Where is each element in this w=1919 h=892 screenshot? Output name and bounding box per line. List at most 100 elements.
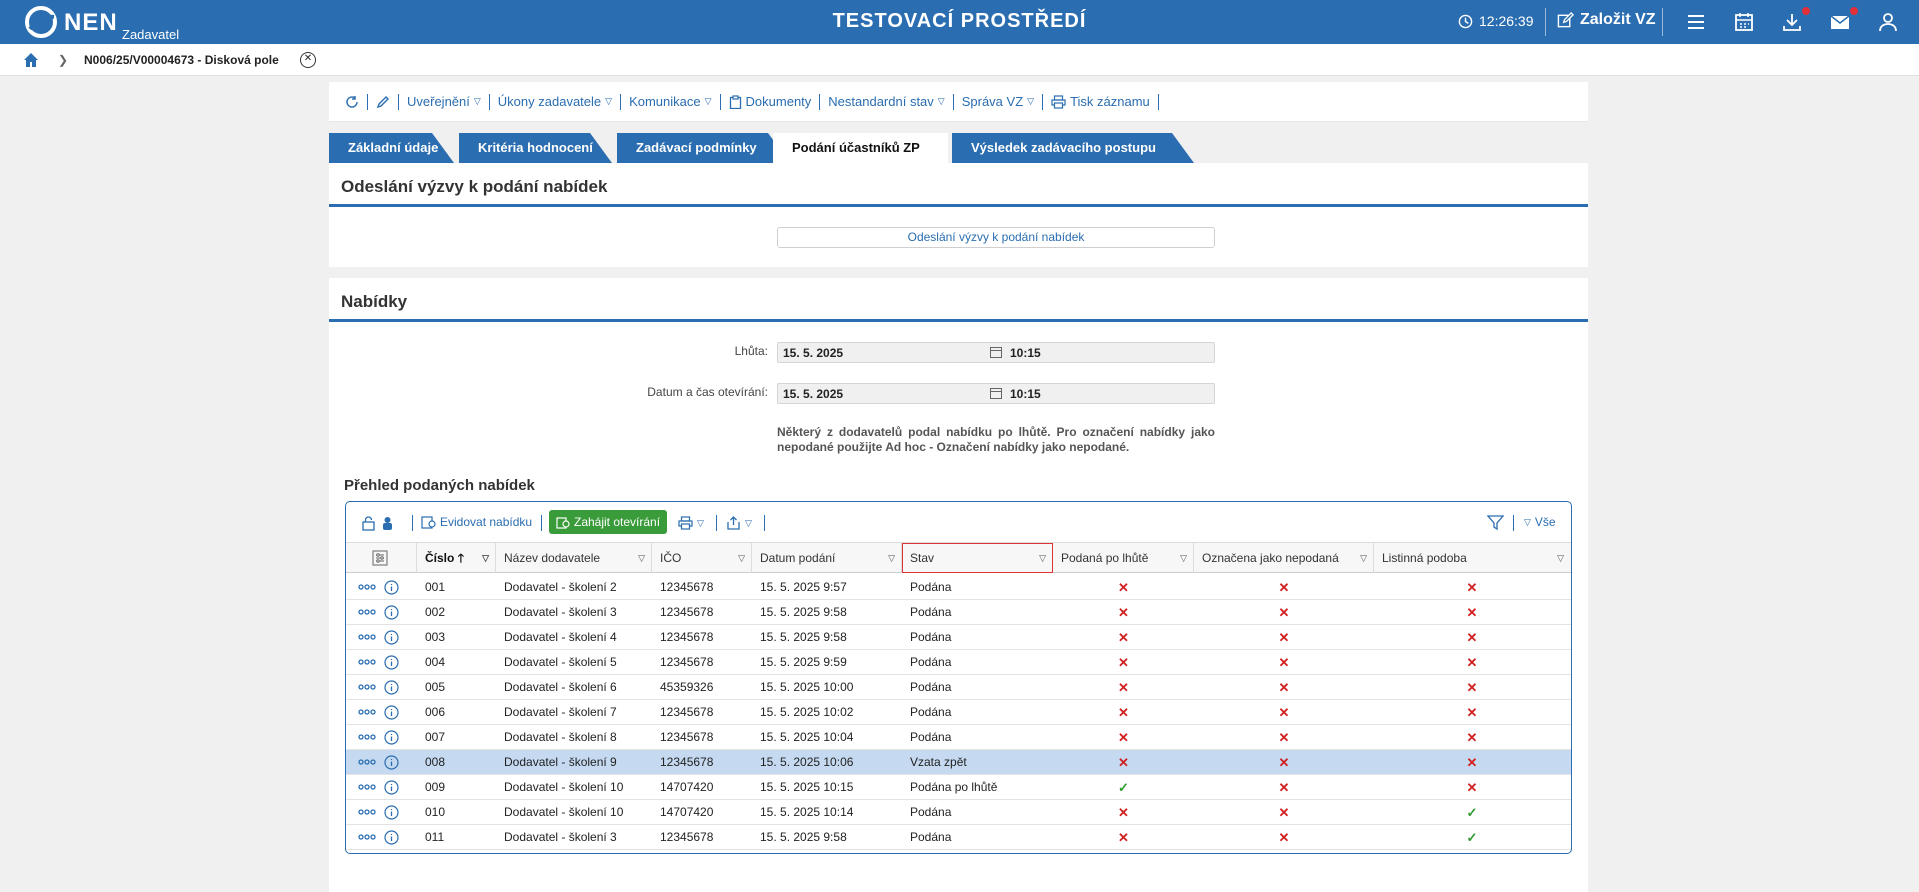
- tab-participant-submissions[interactable]: Podání účastníků ZP: [773, 133, 948, 163]
- info-icon[interactable]: [384, 605, 399, 620]
- register-offer-button[interactable]: Evidovat nabídku: [421, 515, 532, 529]
- table-row[interactable]: 010 Dodavatel - školení 10 14707420 15. 5. …: [346, 800, 1571, 825]
- header-late[interactable]: Podaná po lhůtě ▽: [1053, 543, 1194, 573]
- calendar-icon[interactable]: [1732, 10, 1756, 34]
- breadcrumb-current[interactable]: N006/25/V00004673 - Disková pole: [84, 53, 279, 67]
- create-vz-button[interactable]: Založit VZ: [1557, 11, 1656, 29]
- cell-ico: 12345678: [660, 655, 714, 669]
- info-icon[interactable]: [384, 780, 399, 795]
- lock-icon[interactable]: [362, 516, 375, 531]
- more-options-icon[interactable]: [358, 756, 376, 768]
- tab-tender-conditions[interactable]: Zadávací podmínky: [617, 133, 790, 163]
- table-row[interactable]: 003 Dodavatel - školení 4 12345678 15. 5. 2…: [346, 625, 1571, 650]
- opening-label: Datum a čas otevírání:: [647, 385, 768, 399]
- tab-evaluation-criteria[interactable]: Kritéria hodnocení: [459, 133, 612, 163]
- messages-button[interactable]: [1828, 7, 1858, 34]
- more-options-icon[interactable]: [358, 656, 376, 668]
- header-paper-label: Listinná podoba: [1382, 551, 1467, 565]
- filter-icon[interactable]: [1487, 514, 1504, 531]
- breadcrumb: ❯ N006/25/V00004673 - Disková pole ✕: [0, 44, 1919, 76]
- header-date-label: Datum podání: [760, 551, 836, 565]
- table-row[interactable]: 007 Dodavatel - školení 8 12345678 15. 5. 2…: [346, 725, 1571, 750]
- nonstandard-state-menu[interactable]: Nestandardní stav ▽: [820, 93, 954, 110]
- filter-icon[interactable]: ▽: [638, 553, 645, 563]
- cell-date: 15. 5. 2025 10:15: [760, 780, 854, 794]
- grid-title: Přehled podaných nabídek: [344, 477, 535, 494]
- info-icon[interactable]: [384, 580, 399, 595]
- grid-print-menu[interactable]: ▽: [678, 516, 704, 530]
- info-icon[interactable]: [384, 655, 399, 670]
- header-ico-label: IČO: [660, 551, 682, 565]
- downloads-button[interactable]: [1780, 7, 1810, 34]
- filter-icon[interactable]: ▽: [1557, 553, 1564, 563]
- more-options-icon[interactable]: [358, 831, 376, 843]
- filter-icon[interactable]: ▽: [738, 553, 745, 563]
- header-not-submitted[interactable]: Označena jako nepodaná ▽: [1194, 543, 1374, 573]
- filter-icon[interactable]: ▽: [888, 553, 895, 563]
- manage-vz-menu[interactable]: Správa VZ ▽: [954, 93, 1044, 110]
- start-opening-label: Zahájit otevírání: [574, 515, 661, 529]
- nen-logo-icon[interactable]: [24, 5, 58, 39]
- cell-late-cross-icon: ✕: [1118, 830, 1129, 845]
- info-icon[interactable]: [384, 630, 399, 645]
- column-settings-cell[interactable]: [346, 543, 417, 573]
- start-opening-button[interactable]: Zahájit otevírání: [549, 510, 668, 534]
- table-row[interactable]: 009 Dodavatel - školení 10 14707420 15. 5. …: [346, 775, 1571, 800]
- refresh-button[interactable]: [337, 93, 368, 110]
- menu-icon[interactable]: [1684, 10, 1708, 34]
- filter-icon[interactable]: ▽: [1180, 553, 1187, 563]
- info-icon[interactable]: [384, 755, 399, 770]
- table-row[interactable]: 005 Dodavatel - školení 6 45359326 15. 5. 2…: [346, 675, 1571, 700]
- more-options-icon[interactable]: [358, 731, 376, 743]
- info-icon[interactable]: [384, 680, 399, 695]
- header-supplier[interactable]: Název dodavatele ▽: [496, 543, 652, 573]
- more-options-icon[interactable]: [358, 581, 376, 593]
- top-bar: NEN Zadavatel TESTOVACÍ PROSTŘEDÍ 12:26:…: [0, 0, 1919, 44]
- tab-basic-info[interactable]: Základní údaje: [329, 133, 454, 163]
- download-icon: [1783, 14, 1801, 31]
- table-row[interactable]: 008 Dodavatel - školení 9 12345678 15. 5. 2…: [346, 750, 1571, 775]
- more-options-icon[interactable]: [358, 631, 376, 643]
- header-ico[interactable]: IČO ▽: [652, 543, 752, 573]
- info-icon[interactable]: [384, 830, 399, 845]
- table-row[interactable]: 004 Dodavatel - školení 5 12345678 15. 5. 2…: [346, 650, 1571, 675]
- info-icon[interactable]: [384, 705, 399, 720]
- edit-button[interactable]: [368, 93, 399, 110]
- calendar-icon: [990, 347, 1002, 358]
- info-icon[interactable]: [384, 805, 399, 820]
- home-icon[interactable]: [22, 51, 40, 69]
- divider: [1662, 8, 1663, 36]
- communication-menu[interactable]: Komunikace ▽: [621, 93, 721, 110]
- more-options-icon[interactable]: [358, 781, 376, 793]
- documents-button[interactable]: Dokumenty: [721, 93, 821, 110]
- grid-view-all[interactable]: ▽ Vše: [1524, 515, 1556, 529]
- more-options-icon[interactable]: [358, 706, 376, 718]
- grid-export-menu[interactable]: ▽: [726, 516, 752, 530]
- send-invitation-button[interactable]: Odeslání výzvy k podání nabídek: [777, 227, 1215, 248]
- acts-menu[interactable]: Úkony zadavatele ▽: [490, 93, 622, 110]
- more-options-icon[interactable]: [358, 606, 376, 618]
- cell-date: 15. 5. 2025 9:57: [760, 580, 847, 594]
- header-date[interactable]: Datum podání ▽: [752, 543, 902, 573]
- close-icon[interactable]: ✕: [300, 52, 316, 68]
- table-row[interactable]: 011 Dodavatel - školení 3 12345678 15. 5. 2…: [346, 825, 1571, 850]
- filter-icon[interactable]: ▽: [1039, 553, 1046, 563]
- filter-icon[interactable]: ▽: [482, 553, 489, 563]
- more-options-icon[interactable]: [358, 681, 376, 693]
- header-paper[interactable]: Listinná podoba ▽: [1374, 543, 1570, 573]
- header-status[interactable]: Stav ▽: [902, 543, 1053, 573]
- info-icon[interactable]: [384, 730, 399, 745]
- table-row[interactable]: 002 Dodavatel - školení 3 12345678 15. 5. 2…: [346, 600, 1571, 625]
- grid-view-all-label: Vše: [1534, 515, 1556, 529]
- print-record-button[interactable]: Tisk záznamu: [1043, 93, 1159, 110]
- table-row[interactable]: 006 Dodavatel - školení 7 12345678 15. 5. 2…: [346, 700, 1571, 725]
- filter-icon[interactable]: ▽: [1360, 553, 1367, 563]
- seal-icon[interactable]: [382, 516, 393, 531]
- header-number[interactable]: Číslo 🡑 ▽: [417, 543, 496, 573]
- tab-procedure-result[interactable]: Výsledek zadávacího postupu: [952, 133, 1194, 163]
- publish-menu[interactable]: Uveřejnění ▽: [399, 93, 490, 110]
- user-icon[interactable]: [1876, 10, 1900, 34]
- printer-icon: [1051, 94, 1066, 109]
- more-options-icon[interactable]: [358, 806, 376, 818]
- table-row[interactable]: 001 Dodavatel - školení 2 12345678 15. 5. 2…: [346, 575, 1571, 600]
